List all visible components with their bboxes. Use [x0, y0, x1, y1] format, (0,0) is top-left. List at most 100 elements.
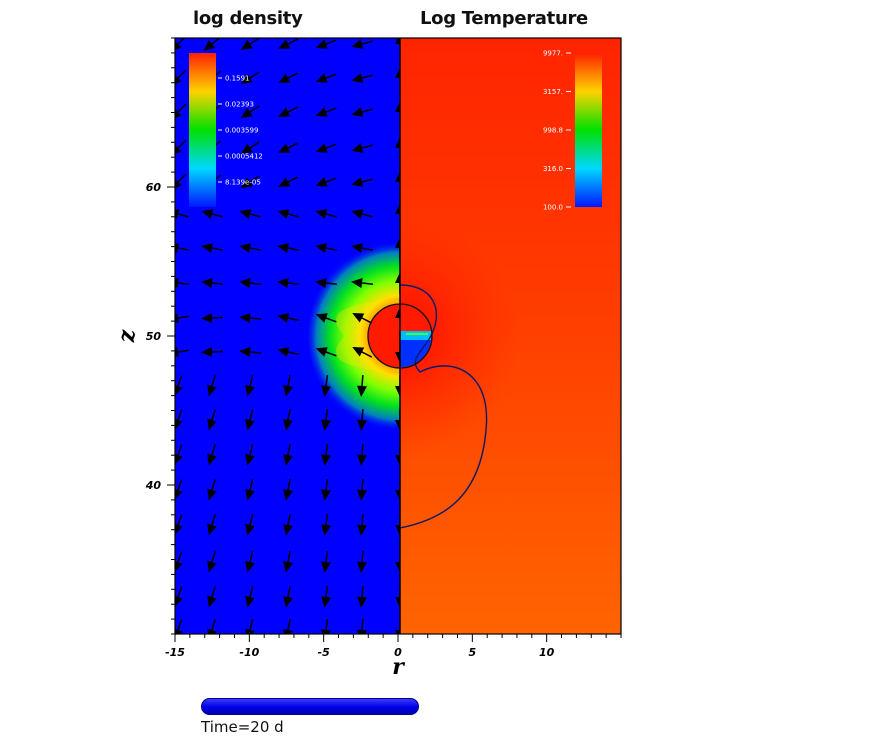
velocity-arrow [175, 173, 187, 190]
velocity-arrow [175, 619, 183, 634]
velocity-arrow [283, 375, 293, 397]
temperature-panel [400, 38, 621, 634]
velocity-arrow [277, 278, 300, 288]
velocity-arrow [245, 444, 255, 466]
velocity-arrow [351, 243, 373, 253]
velocity-arrow [357, 408, 367, 431]
temperature-colorbar [575, 53, 602, 207]
velocity-arrow [175, 38, 187, 52]
velocity-arrow [278, 106, 299, 117]
velocity-arrow [351, 143, 373, 153]
velocity-arrow [175, 586, 183, 608]
x-tick-label: -15 [165, 646, 185, 659]
velocity-arrow [395, 101, 400, 123]
velocity-arrow [245, 375, 255, 397]
velocity-arrow [357, 513, 367, 536]
velocity-arrow [351, 39, 373, 49]
velocity-arrow [278, 38, 299, 49]
velocity-arrow [175, 278, 190, 288]
velocity-arrow [175, 444, 183, 466]
density-colorbar-label: 0.1591 [225, 75, 250, 83]
temperature-colorbar-label: 100.0 [543, 204, 563, 212]
velocity-arrow [175, 514, 183, 536]
temperature-colorbar-label: 316.0 [543, 165, 563, 173]
velocity-arrow [207, 444, 217, 466]
velocity-arrow [207, 619, 217, 634]
density-panel [175, 38, 400, 634]
velocity-arrow [395, 375, 400, 397]
velocity-arrow [207, 551, 217, 573]
velocity-arrow [321, 513, 331, 536]
velocity-arrow [201, 347, 224, 357]
velocity-arrow [239, 243, 261, 253]
velocity-arrow [321, 408, 331, 431]
velocity-arrow [395, 171, 400, 193]
velocity-arrow [175, 551, 183, 573]
velocity-arrow [395, 203, 400, 225]
velocity-arrow [283, 479, 293, 501]
velocity-arrow [321, 478, 331, 501]
velocity-arrow [351, 278, 374, 288]
density-colorbar-label: 0.0005412 [225, 153, 263, 161]
velocity-arrow [240, 71, 260, 84]
velocity-arrow [351, 107, 373, 117]
velocity-arrow [175, 313, 189, 323]
velocity-arrow [357, 550, 367, 573]
velocity-arrow [321, 618, 331, 634]
velocity-arrow [240, 105, 260, 118]
velocity-arrow [175, 69, 187, 86]
velocity-arrow [201, 243, 223, 253]
velocity-arrow [315, 143, 337, 153]
velocity-arrow [207, 514, 217, 536]
velocity-arrow [175, 375, 183, 397]
velocity-arrow [352, 312, 373, 324]
velocity-arrow [239, 278, 262, 288]
velocity-arrow [315, 39, 337, 49]
velocity-arrow [201, 209, 223, 219]
velocity-arrow [245, 409, 255, 431]
velocity-arrow [175, 409, 183, 431]
velocity-arrow [395, 272, 400, 294]
y-tick-label: 60 [146, 181, 162, 194]
velocity-arrow [278, 176, 299, 187]
velocity-arrow [357, 585, 367, 608]
velocity-arrow [352, 346, 373, 358]
velocity-arrow [283, 444, 293, 466]
density-colorbar-label: 8.139e-05 [225, 179, 261, 187]
velocity-arrow [245, 479, 255, 501]
velocity-arrow [395, 514, 400, 536]
velocity-arrow [395, 619, 400, 634]
velocity-arrow [277, 209, 299, 219]
velocity-arrow [315, 278, 338, 288]
y-axis-label: z [114, 329, 140, 343]
velocity-arrow [240, 175, 260, 188]
velocity-arrow [283, 514, 293, 536]
time-label: Time=20 d [201, 718, 284, 736]
velocity-arrow [351, 177, 373, 187]
left-panel-title: log density [193, 8, 303, 29]
time-progress-bar [201, 698, 419, 715]
velocity-arrow [201, 278, 224, 288]
velocity-arrow [395, 237, 400, 259]
velocity-arrow [240, 38, 260, 50]
temperature-colorbar-label: 9977. [543, 50, 563, 58]
velocity-arrow [175, 103, 187, 120]
velocity-arrow [239, 209, 261, 219]
temperature-colorbar-label: 998.8 [543, 127, 563, 135]
velocity-arrow [245, 619, 255, 634]
velocity-arrow [357, 618, 367, 634]
density-colorbar [189, 53, 216, 207]
right-panel-title: Log Temperature [420, 8, 588, 29]
velocity-arrow [395, 67, 400, 89]
velocity-arrow [239, 313, 262, 323]
velocity-arrow [395, 444, 400, 466]
velocity-arrow [283, 619, 293, 634]
x-axis-label: r [392, 654, 405, 680]
temperature-colorbar-label: 3157. [543, 88, 563, 96]
velocity-arrow [395, 551, 400, 573]
velocity-arrow [207, 409, 217, 431]
velocity-arrow [321, 374, 331, 397]
velocity-arrow [395, 479, 400, 501]
velocity-arrow [278, 72, 299, 83]
velocity-arrow [175, 347, 189, 357]
